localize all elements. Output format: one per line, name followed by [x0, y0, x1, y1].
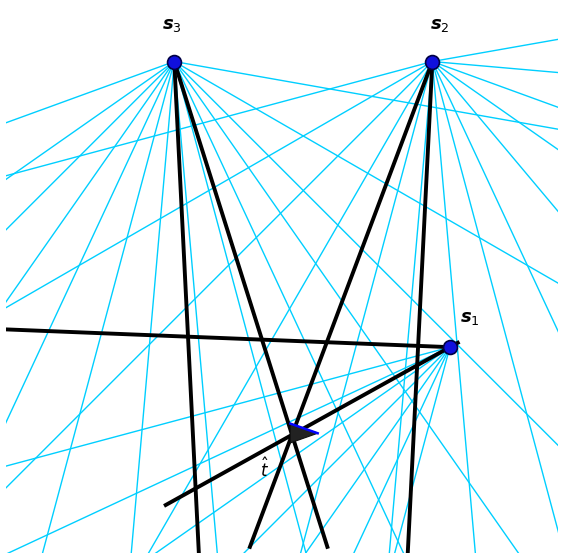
Point [428, 57, 437, 66]
Point [446, 343, 455, 352]
Point [170, 57, 179, 66]
Text: $\boldsymbol{s}_2$: $\boldsymbol{s}_2$ [430, 16, 450, 34]
Text: $\boldsymbol{s}_1$: $\boldsymbol{s}_1$ [460, 309, 480, 327]
Text: $\hat{t}$: $\hat{t}$ [260, 458, 269, 481]
Text: $\boldsymbol{s}_3$: $\boldsymbol{s}_3$ [162, 16, 182, 34]
Polygon shape [290, 424, 318, 443]
